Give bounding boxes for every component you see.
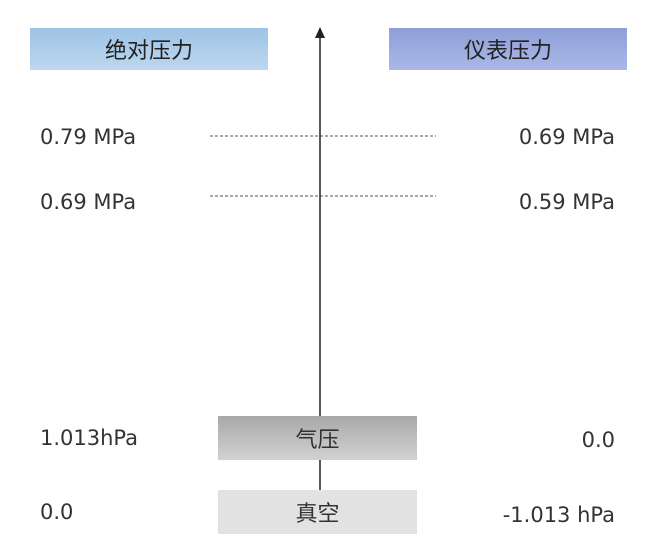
header-gauge: 仪表压力 xyxy=(389,28,627,70)
header-absolute: 绝对压力 xyxy=(30,28,268,70)
absolute-value: 0.69 MPa xyxy=(40,190,137,214)
gauge-value: 0.69 MPa xyxy=(518,125,615,149)
gauge-value: 0.0 xyxy=(581,428,615,452)
absolute-value: 1.013hPa xyxy=(40,426,139,450)
arrow-head xyxy=(315,27,325,38)
vacuum-box: 真空 xyxy=(218,490,417,534)
atmospheric-box: 气压 xyxy=(218,416,417,460)
gauge-value: -1.013 hPa xyxy=(502,503,615,527)
absolute-value: 0.79 MPa xyxy=(40,125,137,149)
absolute-value: 0.0 xyxy=(40,500,74,524)
gauge-value: 0.59 MPa xyxy=(518,190,615,214)
